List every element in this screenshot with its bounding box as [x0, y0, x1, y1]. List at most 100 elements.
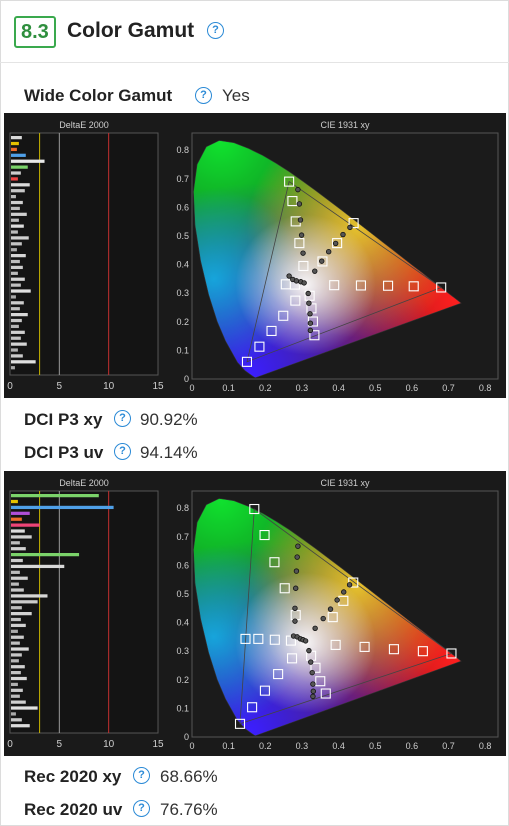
deltae-tick-label: 5: [57, 739, 63, 750]
deltae-tick-label: 0: [7, 739, 13, 750]
cie-measured-point: [309, 669, 315, 676]
cie-x-tick-label: 0: [189, 383, 194, 393]
cie-x-tick-label: 0.5: [369, 741, 382, 751]
deltae-bar: [11, 136, 22, 140]
cie-target-square: [436, 282, 447, 293]
deltae-bar: [11, 676, 27, 681]
cie-target-square: [249, 503, 260, 515]
deltae-tick-label: 10: [103, 739, 115, 750]
cie-measured-point: [295, 543, 301, 549]
deltae-bar: [11, 547, 26, 551]
cie-target-square: [266, 325, 277, 336]
cie-target-square: [317, 256, 328, 267]
cie-measured-point: [292, 605, 298, 611]
deltae-bar: [11, 301, 24, 305]
deltae-bar: [11, 171, 21, 175]
cie-target-square: [310, 662, 321, 673]
deltae-bar: [11, 570, 20, 574]
cie-x-tick-label: 0.4: [332, 383, 345, 393]
deltae-bar: [11, 564, 65, 569]
deltae-bar: [11, 600, 38, 604]
deltae-bar: [11, 724, 30, 728]
deltae-plot-area: [9, 132, 159, 376]
cie-target-square: [309, 330, 320, 341]
cie-measured-point: [327, 606, 334, 612]
cie-measured-point: [341, 589, 347, 595]
cie-x-tick-label: 0.7: [442, 741, 455, 751]
cie-x-tick-label: 0.6: [406, 383, 419, 393]
deltae-bar: [11, 553, 80, 557]
deltae-bar: [11, 360, 36, 364]
deltae-bar: [11, 529, 25, 533]
section-header: 8.3 Color Gamut ?: [0, 0, 509, 63]
cie-target-square: [240, 633, 251, 644]
cie-target-square: [315, 676, 326, 687]
dci-p3-uv-help-icon[interactable]: ?: [114, 443, 131, 460]
deltae-plot-area: [9, 490, 159, 734]
cie-measured-point: [312, 268, 318, 274]
cie-target-square: [320, 688, 331, 699]
cie-x-tick-label: 0.2: [259, 741, 272, 751]
rec2020-uv-label: Rec 2020 uv: [24, 800, 123, 819]
cie-measured-point: [307, 327, 314, 334]
cie-target-square: [417, 646, 428, 657]
deltae-bar: [11, 318, 22, 323]
cie-target-square: [348, 218, 359, 229]
cie-measured-point: [307, 320, 314, 326]
cie-y-tick-label: 0.3: [176, 646, 189, 656]
deltae-bar: [11, 283, 21, 287]
deltae-bar: [11, 195, 16, 199]
cie-measured-point: [312, 625, 318, 632]
deltae-bar: [11, 165, 28, 169]
dci-p3-xy-help-icon[interactable]: ?: [114, 410, 131, 427]
deltae-bar: [11, 218, 19, 222]
cie-target-square: [269, 634, 280, 645]
rec2020-xy-label: Rec 2020 xy: [24, 767, 122, 786]
deltae-bar: [11, 606, 22, 610]
deltae-tick-label: 15: [152, 381, 164, 392]
cie-target-square: [355, 280, 366, 291]
deltae-title: DeltaE 2000: [59, 478, 109, 488]
cie-measured-point: [310, 681, 316, 687]
cie-y-tick-label: 0.1: [176, 703, 189, 713]
cie-y-tick-label: 0.1: [176, 345, 189, 355]
section-help-icon[interactable]: ?: [207, 22, 224, 39]
deltae-tick-label: 10: [103, 381, 115, 392]
deltae-bar: [11, 541, 20, 545]
dci-p3-uv-value: 94.14%: [140, 443, 198, 462]
cie-measured-point: [310, 688, 317, 694]
cie-measured-point: [302, 638, 309, 644]
deltae-bar: [11, 706, 38, 710]
cie-y-tick-label: 0.7: [176, 532, 189, 542]
deltae-bar: [11, 612, 32, 616]
deltae-tick-label: 0: [7, 381, 13, 392]
cie-measured-point: [296, 201, 303, 207]
cie-y-tick-label: 0.4: [176, 260, 189, 270]
deltae-bar: [11, 277, 25, 281]
deltae-bar: [11, 366, 15, 370]
deltae-bar: [11, 147, 17, 152]
deltae-bar: [11, 659, 19, 663]
dci-p3-xy-label: DCI P3 xy: [24, 410, 103, 429]
cie-x-tick-label: 0.6: [406, 741, 419, 751]
cie-target-square: [388, 644, 399, 655]
deltae-bar: [11, 159, 45, 163]
deltae-bar: [11, 265, 23, 270]
section-number-badge: 8.3: [14, 16, 56, 48]
cie-target-square: [253, 633, 264, 644]
deltae-bar: [11, 511, 30, 515]
rec2020-uv-help-icon[interactable]: ?: [133, 800, 150, 817]
deltae-bar: [11, 254, 26, 258]
cie-measured-point: [294, 554, 300, 560]
deltae-bar: [11, 700, 26, 704]
cie-target-square: [383, 280, 394, 291]
deltae-tick-label: 15: [152, 739, 164, 750]
wide-gamut-help-icon[interactable]: ?: [195, 87, 212, 104]
cie-target-square: [241, 356, 253, 367]
deltae-bar: [11, 647, 29, 651]
cie-measured-point: [300, 250, 306, 256]
cie-target-square: [259, 685, 270, 696]
rec2020-xy-help-icon[interactable]: ?: [133, 767, 150, 784]
cie-x-tick-label: 0.1: [222, 741, 235, 751]
cie-target-square: [254, 341, 265, 352]
